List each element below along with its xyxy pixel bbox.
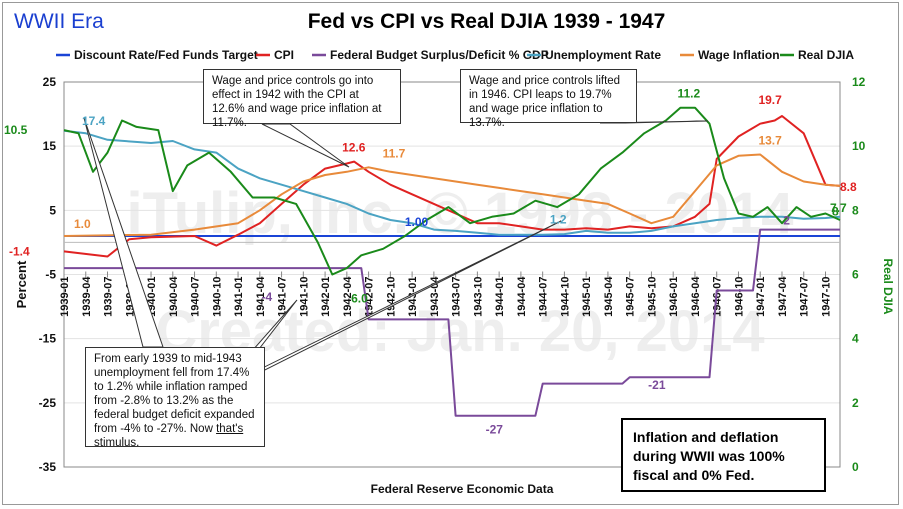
data-label: -21 bbox=[648, 378, 666, 392]
x-tick-label: 1943-07 bbox=[451, 277, 463, 317]
data-label: 1.00 bbox=[405, 215, 429, 229]
x-tick-label: 1946-07 bbox=[712, 277, 724, 317]
y-tick-label: 25 bbox=[43, 75, 57, 89]
data-label: -27 bbox=[486, 423, 504, 437]
conclusion-box: Inflation and deflation during WWII was … bbox=[621, 418, 826, 492]
x-tick-label: 1947-01 bbox=[755, 277, 767, 317]
legend-label: Discount Rate/Fed Funds Target bbox=[74, 48, 258, 62]
pointer-c3b bbox=[214, 220, 562, 396]
x-tick-label: 1941-10 bbox=[298, 277, 310, 317]
x-tick-label: 1941-07 bbox=[277, 277, 289, 317]
x-tick-label: 1944-01 bbox=[494, 277, 506, 317]
x-tick-label: 1944-04 bbox=[516, 276, 528, 317]
x-tick-label: 1939-07 bbox=[103, 277, 115, 317]
data-label: 13.7 bbox=[758, 134, 782, 148]
data-label: 1.0 bbox=[74, 217, 91, 231]
callout-controls-lifted-1946: Wage and price controls lifted in 1946. … bbox=[460, 69, 637, 129]
x-tick-label: 1939-01 bbox=[59, 277, 71, 317]
x-tick-label: 1944-10 bbox=[559, 277, 571, 317]
x-tick-label: 1944-07 bbox=[538, 277, 550, 317]
x-axis-title: Federal Reserve Economic Data bbox=[371, 482, 554, 496]
legend-label: CPI bbox=[274, 48, 294, 62]
x-tick-label: 1945-07 bbox=[625, 277, 637, 317]
x-tick-label: 1947-07 bbox=[799, 277, 811, 317]
data-label: 12.6 bbox=[342, 141, 366, 155]
data-label: 8 bbox=[832, 204, 839, 218]
y2-tick-label: 12 bbox=[852, 75, 866, 89]
x-tick-label: 1946-04 bbox=[690, 276, 702, 317]
x-tick-label: 1946-01 bbox=[668, 277, 680, 317]
y-tick-label: -15 bbox=[39, 332, 57, 346]
real-djia-line bbox=[63, 106, 841, 276]
y-axis-title: Percent bbox=[14, 260, 29, 308]
deficit-line bbox=[64, 228, 840, 417]
y2-tick-label: 6 bbox=[852, 268, 859, 282]
y-tick-label: -25 bbox=[39, 396, 57, 410]
pointer-c1 bbox=[261, 123, 350, 168]
x-tick-label: 1941-04 bbox=[255, 276, 267, 317]
callout-wage-controls-1942: Wage and price controls go into effect i… bbox=[203, 69, 401, 129]
axes: 25 15 5 -5 -15 -25 -35 12 10 8 6 4 2 0 1939-01 1939-04 1… bbox=[14, 75, 895, 496]
data-label: 17.4 bbox=[82, 114, 106, 128]
data-label: -1.4 bbox=[9, 244, 30, 258]
x-tick-label: 1942-04 bbox=[342, 276, 354, 317]
x-tick-label: 1946-10 bbox=[733, 277, 745, 317]
x-tick-label: 1945-01 bbox=[581, 277, 593, 317]
chart-title: Fed vs CPI vs Real DJIA 1939 - 1947 bbox=[307, 10, 666, 33]
x-tick-label: 1943-01 bbox=[407, 277, 419, 317]
x-tick-label: 1941-01 bbox=[233, 277, 245, 317]
data-labels: 17.4 10.5 1.0 -1.4 1.00 12.6 11.7 -4 6.0 1.2 -27 -2… bbox=[4, 87, 857, 437]
data-label: 1.2 bbox=[550, 213, 567, 227]
data-label: 6.0 bbox=[351, 292, 368, 306]
y2-tick-label: 10 bbox=[852, 139, 866, 153]
y2-axis-title: Real DJIA bbox=[881, 258, 895, 314]
x-tick-label: 1942-01 bbox=[320, 277, 332, 317]
y-tick-label: 5 bbox=[49, 203, 56, 217]
era-label: WWII Era bbox=[14, 10, 104, 33]
x-tick-label: 1947-10 bbox=[820, 277, 832, 317]
unemployment-line bbox=[63, 129, 841, 236]
x-tick-label: 1942-10 bbox=[385, 277, 397, 317]
y2-tick-label: 8 bbox=[852, 203, 859, 217]
data-label: 11.7 bbox=[383, 146, 406, 160]
y-tick-label: -35 bbox=[39, 460, 57, 474]
callout-stimulus: From early 1939 to mid-1943 unemployment… bbox=[85, 347, 265, 449]
y-tick-label: 15 bbox=[43, 139, 57, 153]
wage-inflation-line bbox=[63, 153, 841, 237]
data-label: 8.8 bbox=[840, 180, 857, 194]
data-label: 7.7 bbox=[830, 201, 847, 215]
x-tick-label: 1939-04 bbox=[81, 276, 93, 317]
data-label: -4 bbox=[262, 290, 273, 304]
y2-tick-label: 0 bbox=[852, 460, 859, 474]
legend-label: Wage Inflation bbox=[698, 48, 780, 62]
legend-label: Unemployment Rate bbox=[545, 48, 661, 62]
x-tick-label: 1943-10 bbox=[472, 277, 484, 317]
x-tick-label: 1945-04 bbox=[603, 276, 615, 317]
cpi-line bbox=[63, 115, 841, 258]
x-tick-label: 1947-04 bbox=[777, 276, 789, 317]
x-tick-label: 1940-04 bbox=[168, 276, 180, 317]
data-label: 2 bbox=[783, 214, 790, 228]
x-tick-label: 1945-10 bbox=[646, 277, 658, 317]
data-label: 11.2 bbox=[677, 87, 700, 101]
legend: Discount Rate/Fed Funds Target CPI Federal… bbox=[56, 48, 854, 62]
y-tick-label: -5 bbox=[45, 268, 56, 282]
x-tick-label: 1940-10 bbox=[211, 277, 223, 317]
data-label: 10.5 bbox=[4, 123, 28, 137]
y2-tick-label: 2 bbox=[852, 396, 859, 410]
x-tick-label: 1940-07 bbox=[190, 277, 202, 317]
data-label: 19.7 bbox=[758, 93, 782, 107]
legend-label: Real DJIA bbox=[798, 48, 854, 62]
legend-label: Federal Budget Surplus/Deficit % GDP bbox=[330, 48, 549, 62]
y2-tick-label: 4 bbox=[852, 332, 859, 346]
plot-lines bbox=[63, 106, 841, 417]
